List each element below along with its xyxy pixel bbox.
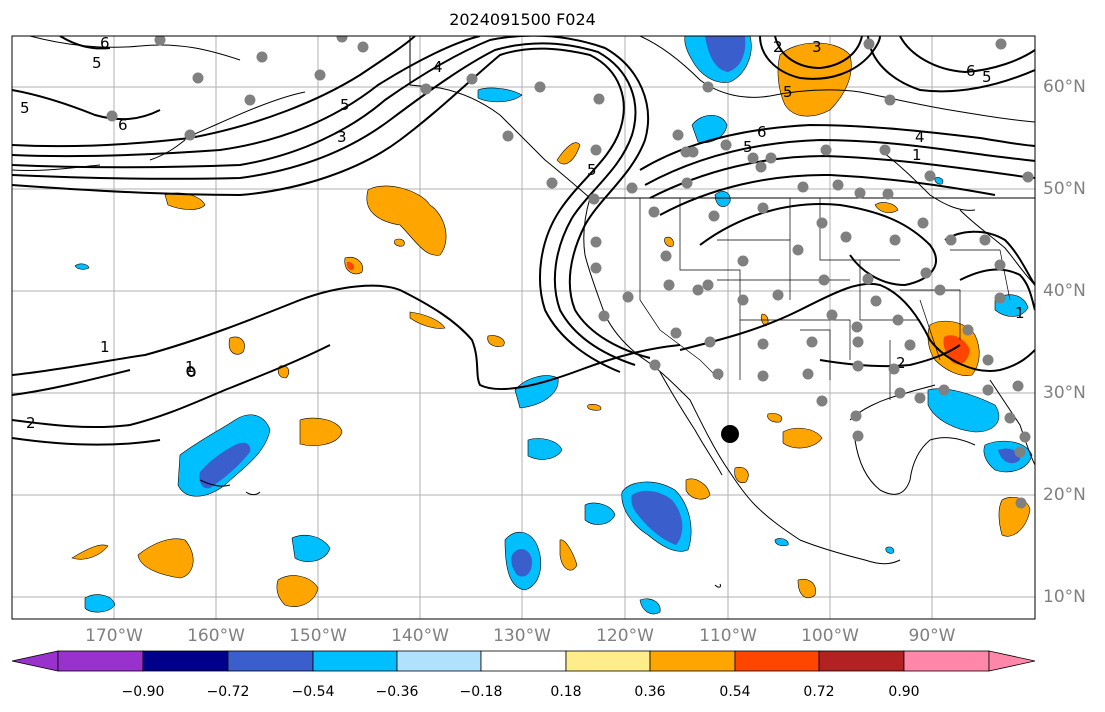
lat-label: 40°N [1043, 281, 1086, 301]
colorbar-tick-label: −0.36 [375, 684, 419, 700]
contour-label: 5 [982, 68, 992, 86]
colorbar-tick-label: 0.54 [719, 684, 751, 700]
contour-label: 5 [783, 83, 793, 101]
contour-label: 6 [100, 34, 110, 52]
lon-label: 120°W [596, 626, 654, 646]
lon-label: 90°W [908, 626, 956, 646]
colorbar-tick-label: −0.72 [206, 684, 250, 700]
contour-label: 5 [587, 161, 597, 179]
colorbar-min-extend [11, 650, 59, 672]
lon-label: 140°W [391, 626, 449, 646]
strong-negative-fills [199, 36, 1020, 577]
contour-label: 4 [915, 128, 925, 146]
lon-label: 100°W [801, 626, 859, 646]
contour-label: 1 [912, 146, 922, 164]
lon-label: 170°W [85, 626, 143, 646]
contour-label: 3 [337, 128, 347, 146]
contour-label: 5 [340, 96, 350, 114]
reference-point-marker [721, 425, 739, 443]
colorbar-tick-label: −0.54 [291, 684, 335, 700]
lon-label: 160°W [187, 626, 245, 646]
lat-label: 60°N [1043, 77, 1086, 97]
contour-label: 5 [743, 138, 753, 156]
contour-label: 1 [1015, 304, 1025, 322]
station-markers [106, 36, 1034, 509]
gridlines [12, 36, 1035, 619]
lon-label: 130°W [493, 626, 551, 646]
colorbar [11, 650, 1036, 672]
colorbar-tick-label: −0.90 [121, 684, 165, 700]
colorbar-tick-label: 0.72 [803, 684, 835, 700]
contour-label: 3 [812, 38, 822, 56]
contour-label: 4 [433, 58, 443, 76]
map-frame [11, 35, 1036, 620]
colorbar-tick-label: −0.18 [459, 684, 503, 700]
contour-label: 5 [20, 99, 30, 117]
lat-label: 10°N [1043, 587, 1086, 607]
colorbar-tick-label: 0.36 [634, 684, 666, 700]
contour-label: 2 [896, 354, 906, 372]
lon-label: 150°W [289, 626, 347, 646]
contour-lines [12, 36, 1035, 446]
contour-label: 1 [185, 358, 195, 376]
colorbar-max-extend [988, 650, 1036, 672]
lat-label: 20°N [1043, 485, 1086, 505]
lon-label: 110°W [699, 626, 757, 646]
contour-label: 6 [966, 62, 976, 80]
contour-label: 2 [26, 414, 36, 432]
colorbar-tick-label: 0.18 [550, 684, 582, 700]
contour-label: 5 [92, 54, 102, 72]
lat-label: 30°N [1043, 383, 1086, 403]
lat-label: 50°N [1043, 179, 1086, 199]
contour-label: 6 [757, 123, 767, 141]
map-title: 2024091500 F024 [449, 10, 596, 29]
contour-label: 1 [100, 338, 110, 356]
coastlines [12, 36, 1035, 588]
contour-label: 6 [118, 116, 128, 134]
contour-labels: 5 6 4 5 3 6 5 1 1 2 6 5 4 1 5 5 6 5 3 2 … [20, 34, 1025, 432]
strong-positive-fills [346, 261, 970, 365]
colorbar-tick-label: 0.90 [888, 684, 920, 700]
contour-label: 2 [773, 38, 783, 56]
